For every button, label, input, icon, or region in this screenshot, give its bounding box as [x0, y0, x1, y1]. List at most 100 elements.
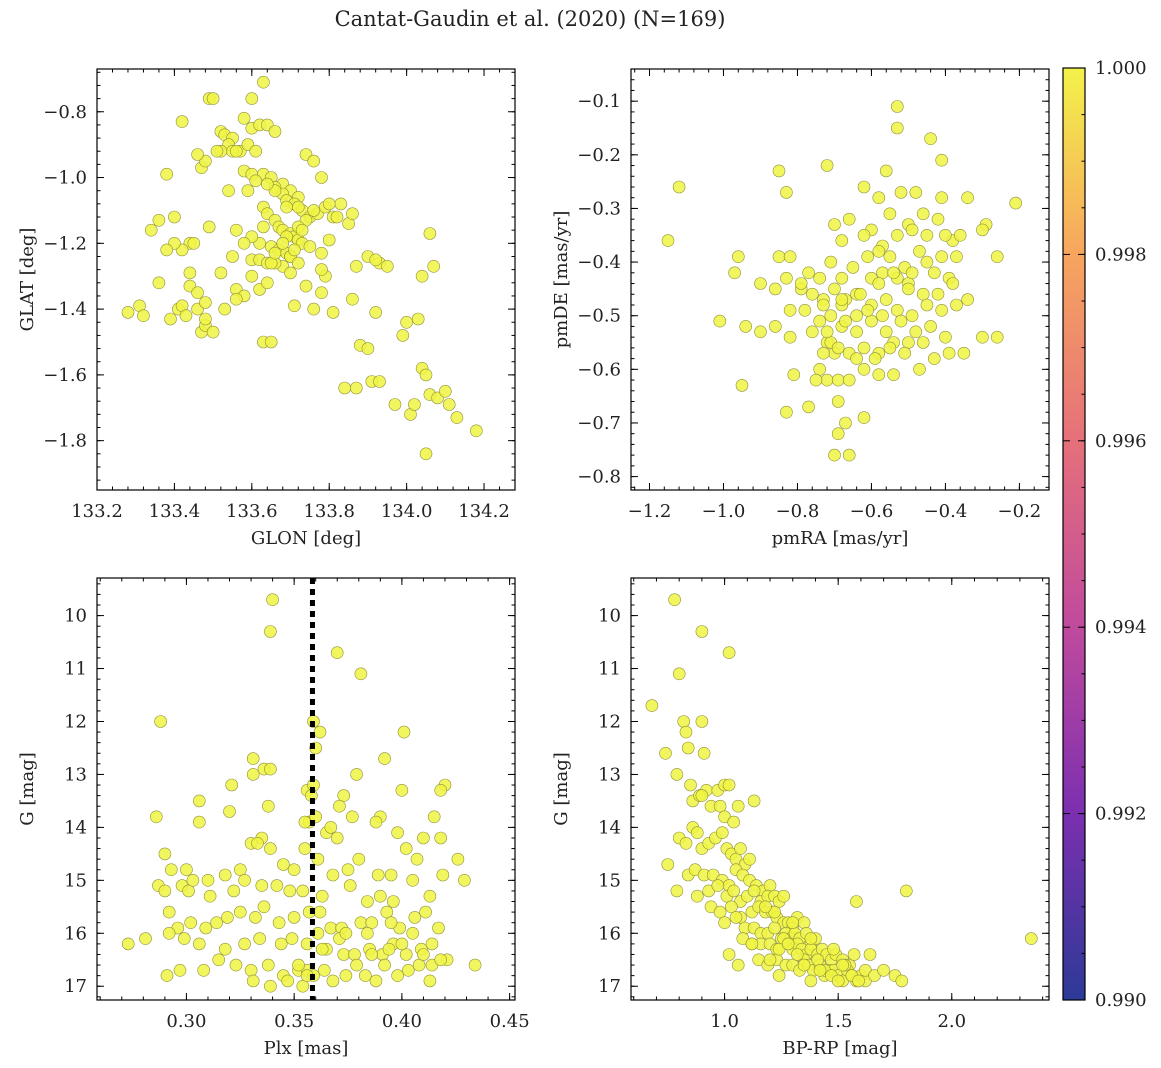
data-point: [924, 320, 937, 333]
data-point: [406, 926, 420, 940]
data-point: [661, 234, 675, 247]
data-point: [264, 762, 277, 776]
colorbar-tick-label: 0.990: [1095, 990, 1147, 1011]
data-point: [246, 752, 260, 765]
panel-parallax-magnitude: 0.30 0.35 0.40 0.45 10 11 12 13 14 15 16 17 Plx [mas…: [17, 577, 530, 1059]
data-point: [307, 154, 321, 168]
data-point: [307, 302, 321, 316]
data-point: [695, 789, 709, 802]
data-point: [307, 204, 321, 217]
data-point: [850, 352, 863, 365]
data-point: [227, 884, 241, 898]
data-point: [827, 942, 840, 956]
data-point: [931, 287, 945, 301]
axes-frame: [96, 68, 516, 491]
data-point: [291, 256, 305, 270]
y-tick-label: 12: [598, 711, 621, 732]
data-point: [857, 411, 871, 424]
data-point: [813, 963, 827, 977]
data-point: [831, 395, 845, 408]
x-axis-label: GLON [deg]: [251, 528, 361, 549]
data-point: [237, 237, 251, 250]
data-point: [230, 223, 243, 237]
data-point: [330, 210, 344, 224]
data-point: [939, 229, 952, 242]
data-point: [690, 889, 704, 903]
data-point: [303, 240, 317, 253]
data-point: [222, 184, 235, 197]
data-point: [373, 375, 386, 388]
data-point: [415, 269, 429, 283]
data-point: [214, 266, 228, 280]
data-point: [373, 889, 387, 903]
x-tick-label: −0.8: [776, 501, 820, 522]
data-point: [645, 699, 659, 712]
data-point: [450, 411, 464, 424]
data-point: [326, 974, 340, 988]
data-point: [902, 282, 915, 296]
data-point: [354, 916, 368, 930]
data-point: [728, 266, 741, 280]
data-point: [935, 153, 949, 167]
data-point: [417, 948, 430, 961]
data-point: [887, 266, 900, 280]
data-point: [953, 229, 967, 242]
x-tick-label: 2.0: [937, 1011, 966, 1032]
data-point: [883, 207, 897, 221]
data-point: [349, 381, 363, 395]
data-point: [754, 325, 767, 339]
colorbar-tick-label: 0.996: [1095, 431, 1147, 452]
data-point: [183, 266, 197, 280]
data-point: [950, 298, 963, 312]
data-point: [831, 373, 845, 387]
data-point: [287, 863, 301, 877]
data-point: [805, 325, 819, 339]
data-point: [872, 191, 886, 204]
data-point: [296, 884, 310, 898]
data-point: [772, 969, 786, 982]
data-point: [857, 180, 871, 194]
data-point: [681, 741, 695, 755]
data-point: [230, 292, 243, 306]
data-point: [152, 276, 166, 290]
data-point: [160, 969, 174, 982]
data-point: [902, 336, 915, 349]
colorbar-tick-label: 0.998: [1095, 244, 1147, 265]
y-tick-label: 12: [64, 711, 87, 732]
data-point: [920, 255, 934, 269]
data-point: [261, 799, 275, 813]
data-point: [747, 794, 761, 808]
data-point: [237, 112, 251, 125]
data-point: [735, 379, 749, 392]
data-point: [711, 879, 725, 892]
data-point: [877, 963, 890, 977]
data-point: [121, 306, 135, 319]
data-point: [879, 164, 893, 178]
data-point: [768, 282, 782, 296]
data-point: [326, 306, 340, 319]
data-point: [920, 298, 934, 312]
data-point: [291, 200, 305, 214]
data-point: [817, 298, 830, 312]
data-point: [324, 921, 338, 935]
data-point: [780, 405, 793, 419]
data-point: [713, 799, 727, 813]
data-point: [468, 958, 482, 972]
data-point: [768, 921, 781, 935]
data-point: [824, 309, 838, 323]
data-point: [391, 969, 404, 982]
y-tick-label: 14: [598, 817, 621, 838]
data-point: [434, 953, 448, 967]
data-point: [679, 725, 693, 739]
data-point: [423, 227, 437, 240]
y-tick-label: 11: [64, 659, 87, 680]
data-point: [942, 346, 956, 360]
data-point: [246, 974, 260, 988]
data-point: [191, 286, 204, 300]
data-point: [722, 646, 736, 660]
data-point: [162, 926, 176, 940]
data-point: [168, 210, 181, 224]
data-point: [436, 868, 450, 882]
data-point: [260, 276, 274, 290]
data-point: [839, 416, 852, 430]
